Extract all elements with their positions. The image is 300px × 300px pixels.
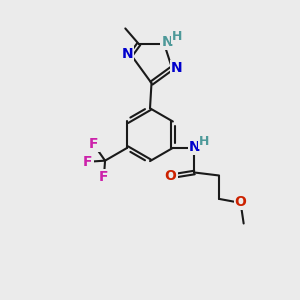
Text: F: F — [99, 170, 108, 184]
Text: F: F — [83, 155, 92, 169]
Text: H: H — [199, 135, 209, 148]
Text: N: N — [189, 140, 200, 154]
Text: O: O — [164, 169, 176, 182]
Text: F: F — [89, 137, 98, 151]
Text: H: H — [172, 30, 182, 43]
Text: N: N — [161, 34, 173, 49]
Text: N: N — [171, 61, 182, 75]
Text: N: N — [122, 47, 133, 61]
Text: O: O — [235, 195, 247, 209]
